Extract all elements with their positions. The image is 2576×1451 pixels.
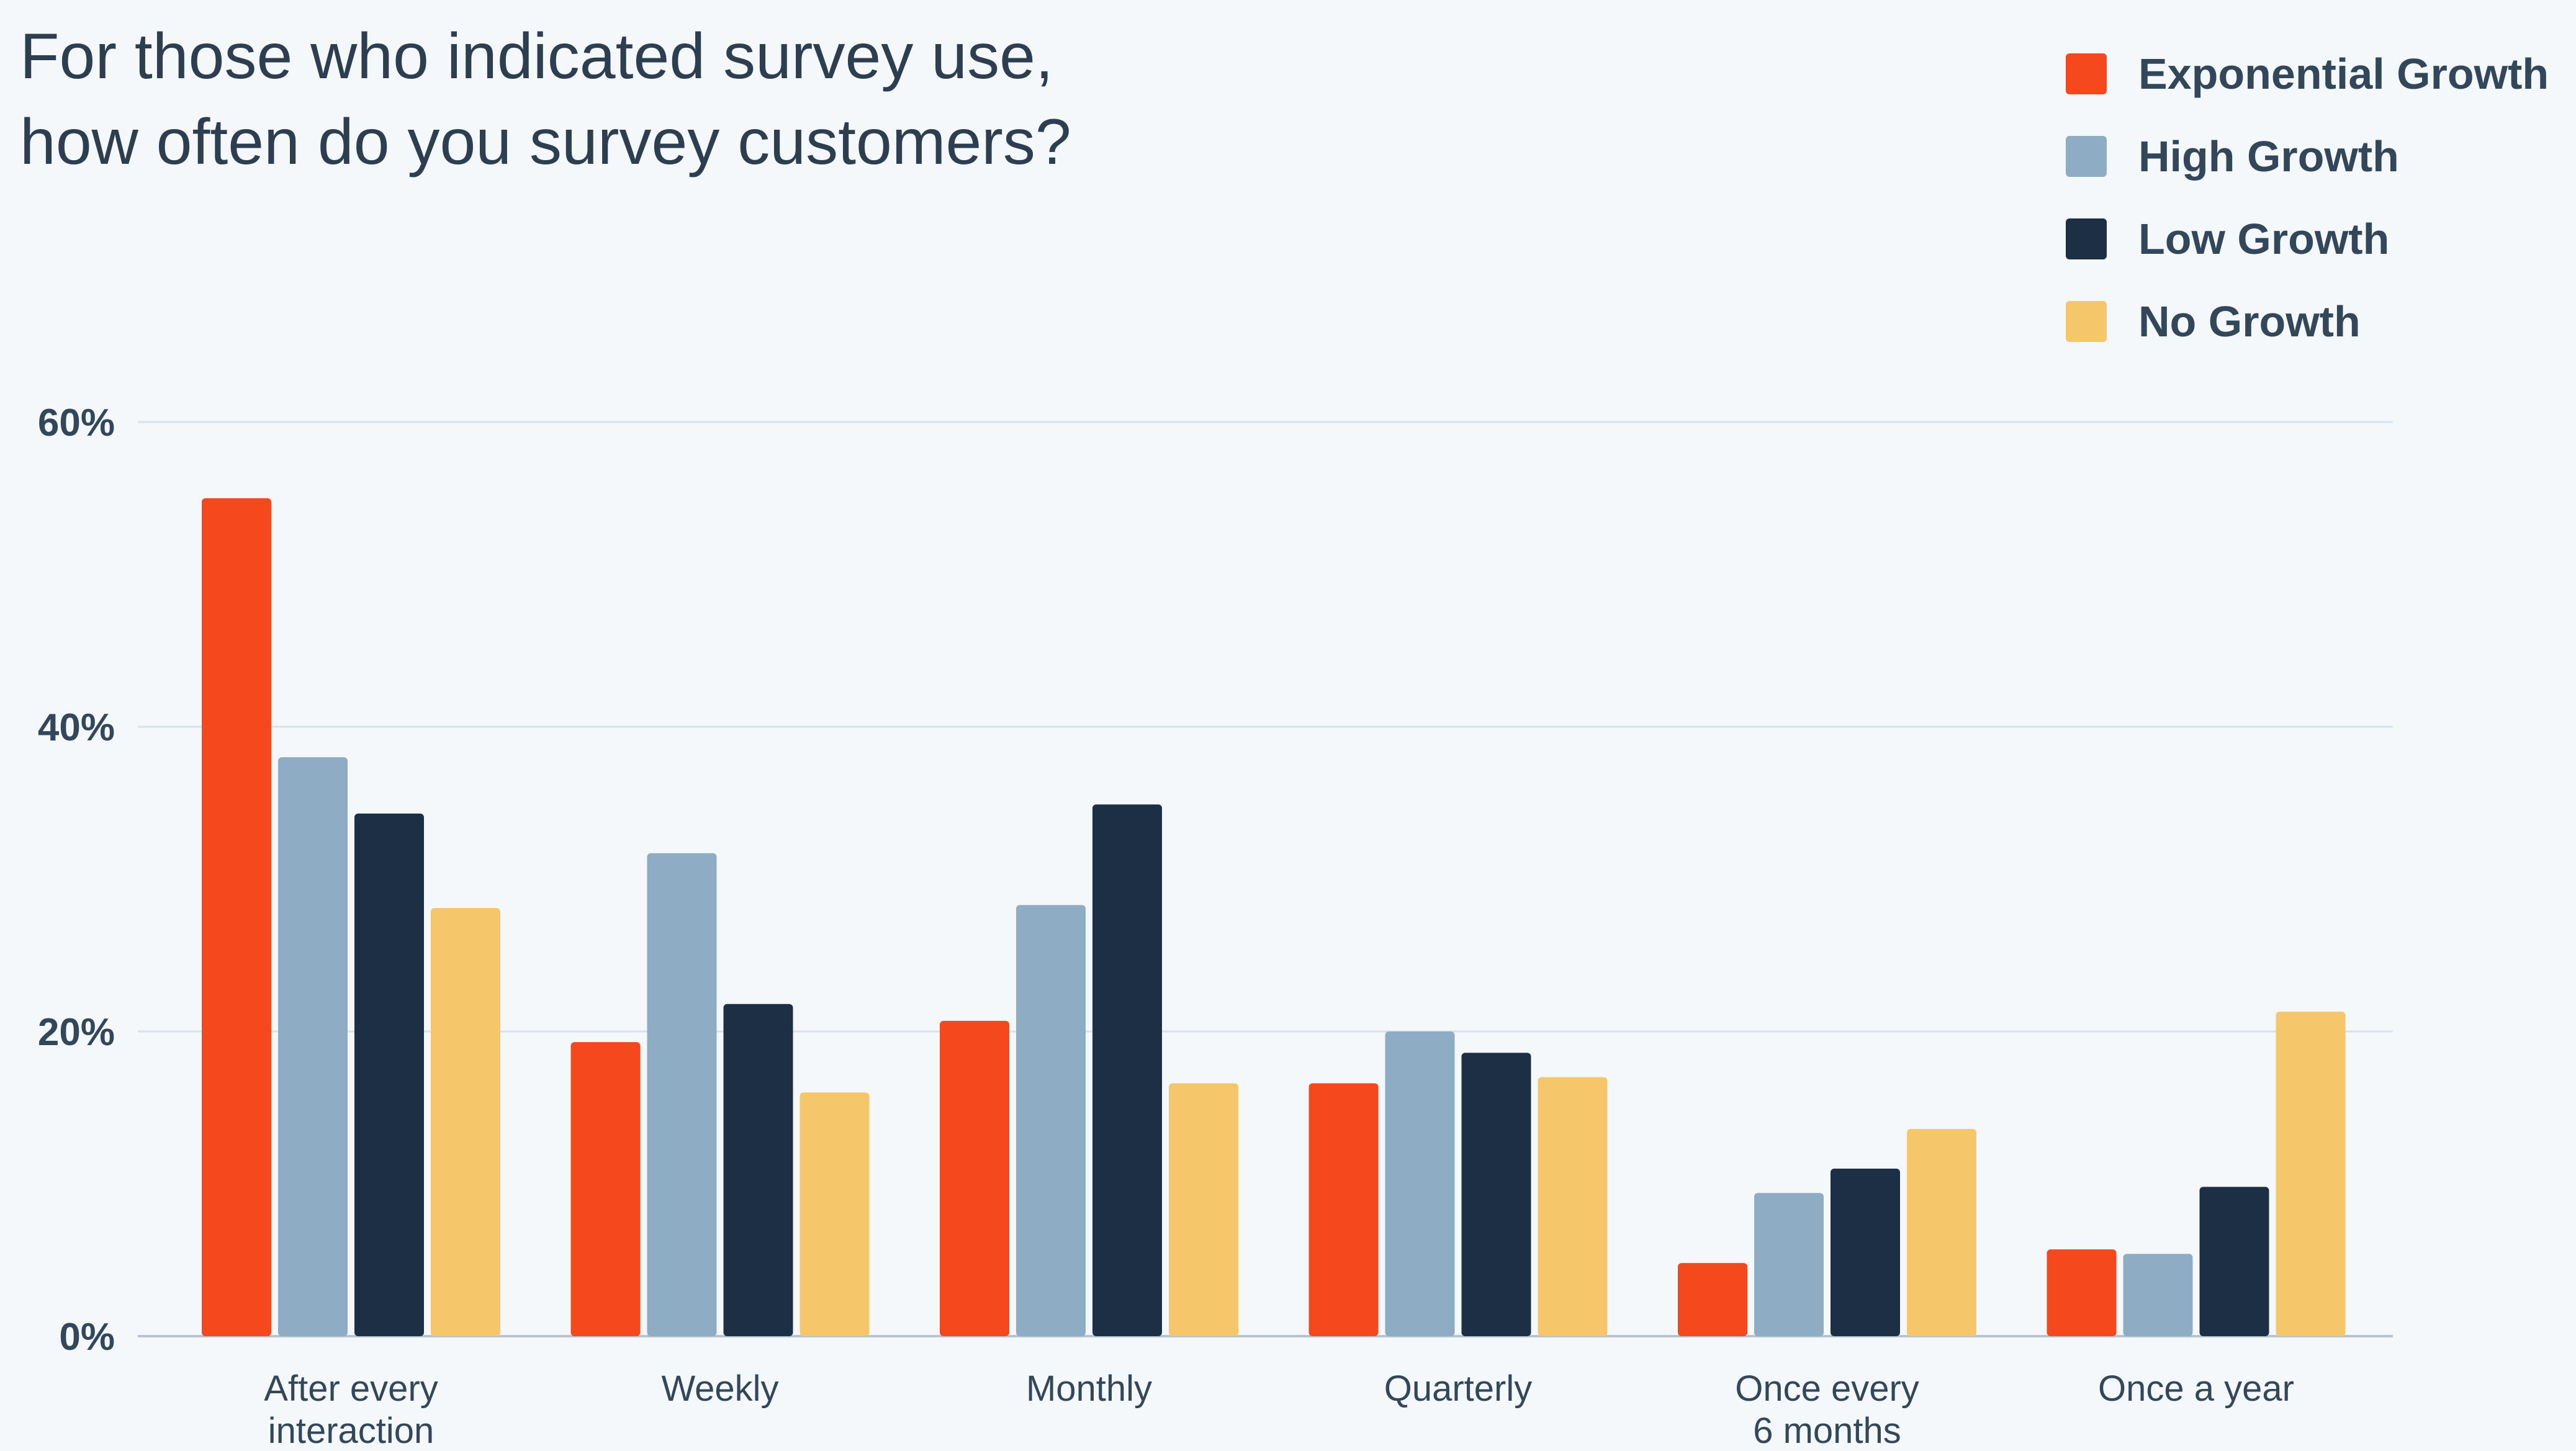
x-category-label: After every: [264, 1368, 438, 1409]
bar-high-growth: [278, 757, 348, 1336]
bar-no-growth: [2276, 1012, 2346, 1336]
x-category-label: Once a year: [2098, 1368, 2294, 1409]
x-category-label: Monthly: [1026, 1368, 1152, 1409]
legend-item-high-growth: High Growth: [2066, 115, 2549, 197]
bar-high-growth: [2123, 1254, 2193, 1336]
bar-low-growth: [2199, 1187, 2269, 1336]
x-category-label: Weekly: [661, 1368, 778, 1409]
legend-swatch: [2066, 53, 2107, 94]
bar-low-growth: [723, 1004, 793, 1336]
bar-exponential-growth: [570, 1042, 641, 1336]
bar-exponential-growth: [1678, 1263, 1747, 1336]
legend-label: No Growth: [2138, 297, 2361, 346]
x-category-label: Once every: [1735, 1368, 1919, 1409]
legend-swatch: [2066, 218, 2107, 259]
bar-exponential-growth: [940, 1020, 1009, 1336]
legend: Exponential Growth High Growth Low Growt…: [2066, 32, 2549, 362]
y-tick-label: 40%: [38, 706, 115, 749]
bar-low-growth: [354, 813, 424, 1336]
bar-high-growth: [647, 853, 717, 1336]
x-category-label: interaction: [268, 1411, 435, 1451]
legend-label: Low Growth: [2138, 214, 2390, 263]
bar-exponential-growth: [2047, 1249, 2117, 1336]
bar-no-growth: [431, 908, 500, 1336]
bar-high-growth: [1385, 1031, 1455, 1336]
bar-no-growth: [1907, 1129, 1976, 1336]
chart-title: For those who indicated survey use, how …: [20, 14, 1071, 185]
bar-low-growth: [1092, 804, 1162, 1336]
y-tick-label: 0%: [59, 1316, 115, 1359]
bar-exponential-growth: [1308, 1083, 1379, 1336]
legend-label: High Growth: [2138, 132, 2399, 181]
bar-high-growth: [1016, 905, 1086, 1336]
bar-no-growth: [1169, 1083, 1238, 1336]
x-category-label: Quarterly: [1384, 1368, 1533, 1409]
legend-swatch: [2066, 135, 2107, 177]
y-tick-label: 60%: [38, 402, 115, 444]
bar-high-growth: [1754, 1193, 1824, 1336]
x-category-label: 6 months: [1753, 1411, 1901, 1451]
bar-no-growth: [799, 1092, 870, 1336]
bar-low-growth: [1461, 1053, 1531, 1336]
chart-title-line-2: how often do you survey customers?: [20, 106, 1071, 178]
bar-low-growth: [1831, 1168, 1900, 1336]
legend-item-no-growth: No Growth: [2066, 280, 2549, 362]
legend-item-exponential-growth: Exponential Growth: [2066, 32, 2549, 115]
legend-item-low-growth: Low Growth: [2066, 197, 2549, 280]
bar-exponential-growth: [202, 498, 271, 1336]
legend-swatch: [2066, 300, 2107, 342]
y-tick-label: 20%: [38, 1011, 115, 1054]
legend-label: Exponential Growth: [2138, 49, 2549, 98]
bar-no-growth: [1538, 1077, 1608, 1336]
chart-title-line-1: For those who indicated survey use,: [20, 20, 1053, 92]
